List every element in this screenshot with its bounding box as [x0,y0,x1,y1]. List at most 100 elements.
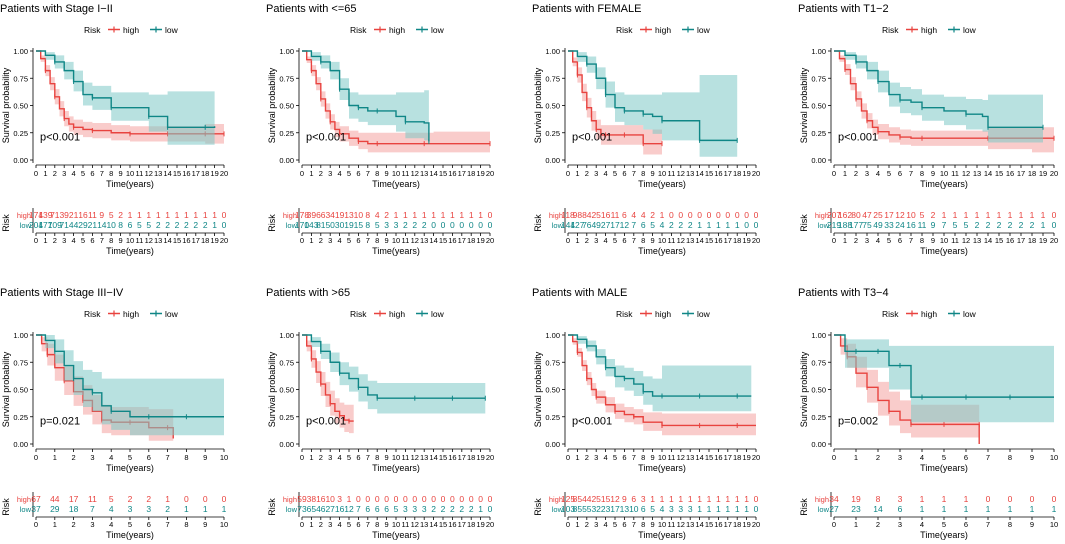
risk-count-high: 59 [297,494,307,504]
risk-x-tick-label: 10 [658,236,666,245]
risk-count-high: 1 [156,210,161,220]
risk-x-axis-label: Time(years) [920,530,968,540]
x-tick-label: 5 [942,453,946,462]
x-tick-label: 19 [210,169,218,178]
risk-count-high: 0 [707,210,712,220]
risk-count-low: 1 [212,220,217,230]
risk-count-low: 0 [478,220,483,230]
risk-count-high: 6 [622,210,627,220]
risk-table-label: Risk [799,498,809,516]
panel-title: Patients with >65 [266,287,350,299]
x-tick-label: 3 [62,169,66,178]
risk-count-low: 6 [641,504,646,514]
legend-label-high: high [389,309,405,319]
risk-count-high: 47 [862,210,872,220]
risk-count-low: 75 [862,220,872,230]
x-tick-label: 11 [136,169,144,178]
risk-count-low: 8 [118,220,123,230]
risk-count-low: 2 [469,504,474,514]
y-tick-label: 0.50 [279,102,294,111]
risk-count-low: 7 [90,504,95,514]
risk-table-label: Risk [267,214,277,232]
risk-count-high: 1 [986,210,991,220]
risk-count-low: 23 [601,504,611,514]
risk-x-tick-label: 12 [962,236,970,245]
risk-count-high: 0 [384,494,389,504]
x-tick-label: 3 [594,169,598,178]
risk-x-tick-label: 3 [328,236,332,245]
risk-x-tick-label: 1 [309,236,313,245]
risk-count-low: 2 [997,220,1002,230]
x-tick-label: 4 [338,453,342,462]
risk-count-low: 2 [175,220,180,230]
risk-x-tick-label: 6 [90,236,94,245]
risk-x-tick-label: 4 [876,236,880,245]
x-tick-label: 4 [72,169,76,178]
risk-count-low: 0 [459,220,464,230]
risk-x-tick-label: 0 [300,520,304,529]
risk-x-tick-label: 7 [632,236,636,245]
risk-count-high: 0 [688,210,693,220]
risk-count-low: 50 [325,220,335,230]
y-tick-label: 0.25 [811,413,826,422]
risk-x-tick-label: 7 [166,520,170,529]
risk-x-tick-label: 5 [942,520,946,529]
risk-count-high: 66 [316,210,326,220]
risk-x-tick-label: 5 [347,520,351,529]
risk-x-tick-label: 10 [658,520,666,529]
y-tick-label: 0.00 [811,440,826,449]
risk-count-low: 12 [620,220,630,230]
x-tick-label: 5 [347,169,351,178]
risk-count-low: 1 [1041,220,1046,230]
y-tick-label: 0.25 [545,129,560,138]
risk-count-low: 3 [128,504,133,514]
risk-x-tick-label: 18 [201,236,209,245]
risk-count-high: 0 [735,210,740,220]
x-tick-label: 9 [651,453,655,462]
risk-x-tick-label: 8 [375,236,379,245]
x-tick-label: 1 [843,169,847,178]
y-tick-label: 0.25 [13,129,28,138]
risk-count-high: 0 [394,494,399,504]
risk-count-high: 10 [325,494,335,504]
risk-row-label-low: low [552,221,564,230]
x-tick-label: 5 [81,169,85,178]
risk-count-low: 7 [942,220,947,230]
risk-x-tick-label: 1 [43,236,47,245]
risk-count-high: 5 [920,210,925,220]
risk-x-axis-label: Time(years) [106,530,154,540]
risk-count-high: 11 [88,494,97,504]
risk-x-tick-label: 7 [366,236,370,245]
risk-count-high: 2 [650,210,655,220]
x-tick-label: 5 [613,169,617,178]
x-tick-label: 15 [995,169,1003,178]
risk-x-tick-label: 2 [585,520,589,529]
risk-x-tick-label: 15 [995,236,1003,245]
risk-count-high: 34 [325,210,335,220]
risk-count-high: 1 [422,210,427,220]
risk-x-tick-label: 11 [402,236,410,245]
x-tick-label: 18 [1028,169,1036,178]
risk-x-tick-label: 12 [411,236,419,245]
risk-count-low: 6 [641,220,646,230]
risk-count-low: 8 [365,220,370,230]
risk-count-low: 15 [354,220,364,230]
risk-x-tick-label: 14 [429,520,437,529]
x-tick-label: 9 [1030,453,1034,462]
risk-count-high: 0 [412,494,417,504]
risk-count-low: 29 [50,504,60,514]
risk-x-tick-label: 10 [126,236,134,245]
x-tick-label: 13 [686,453,694,462]
risk-count-high: 0 [754,494,759,504]
risk-count-low: 0 [754,220,759,230]
x-tick-label: 10 [392,453,400,462]
risk-count-high: 1 [1008,210,1013,220]
risk-count-low: 2 [403,220,408,230]
risk-count-low: 1 [1008,504,1013,514]
x-axis-label: Time(years) [638,463,686,473]
y-tick-label: 1.00 [811,331,826,340]
risk-count-high: 17 [69,494,79,504]
x-tick-label: 6 [147,453,151,462]
